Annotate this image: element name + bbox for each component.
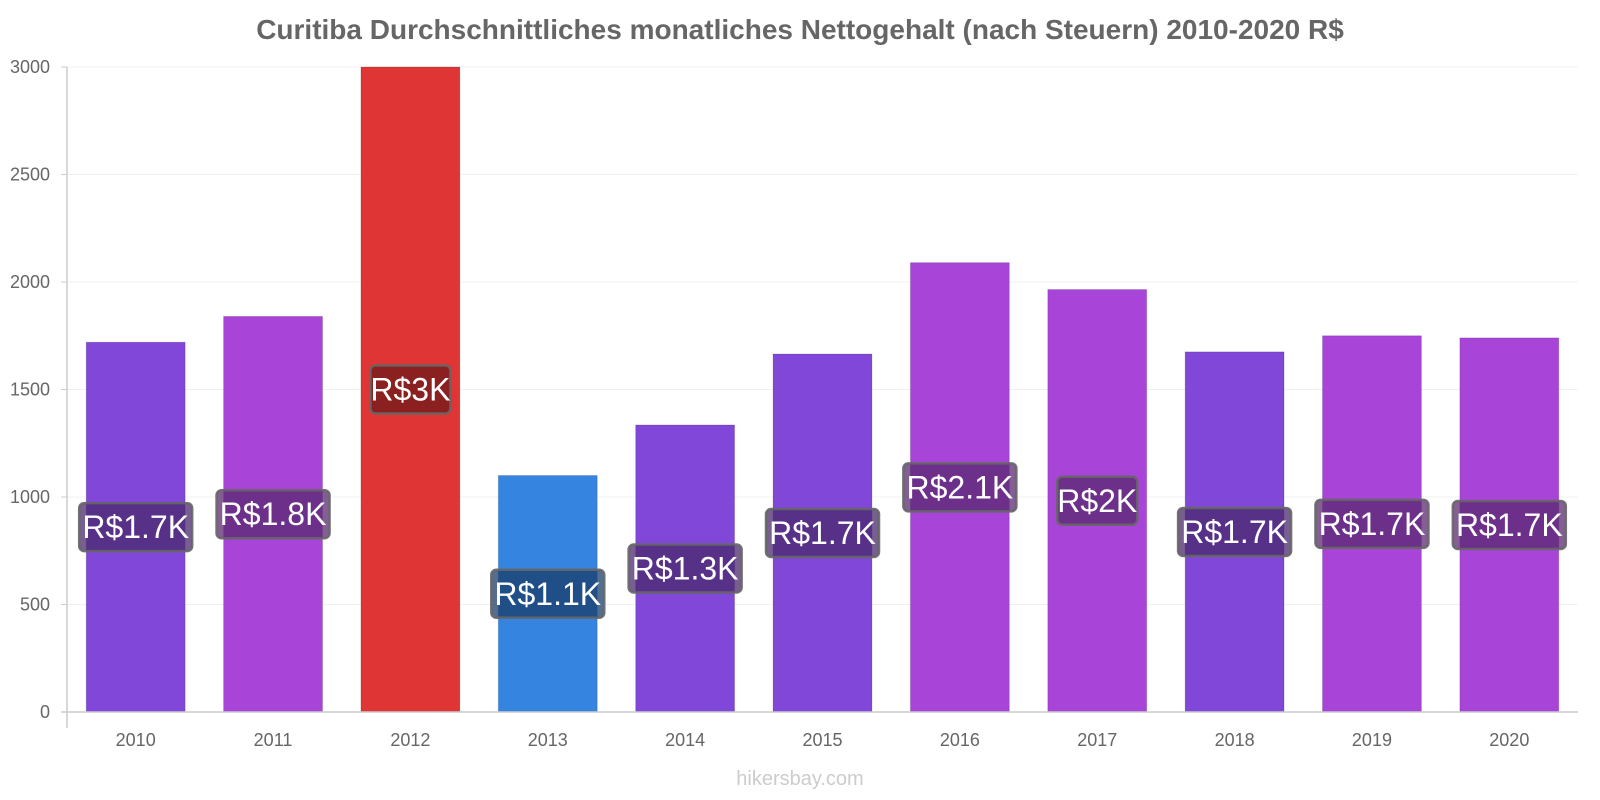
y-tick-label: 1000 [10,487,50,507]
y-tick-label: 0 [40,702,50,722]
x-tick-label: 2010 [116,730,156,750]
x-tick-label: 2017 [1077,730,1117,750]
x-tick-label: 2011 [254,730,293,750]
x-tick-label: 2019 [1352,730,1392,750]
data-label: R$2.1K [906,469,1013,505]
data-label: R$1.7K [82,509,189,545]
data-label-box [627,543,743,594]
x-tick-label: 2013 [528,730,568,750]
data-label: R$1.7K [1456,507,1563,543]
data-label-box [490,568,606,619]
data-label: R$1.7K [1319,506,1426,542]
data-label-box [77,501,194,553]
chart-title: Curitiba Durchschnittliches monatliches … [256,14,1344,45]
data-label: R$1.7K [1181,514,1288,550]
data-label-box [1176,506,1293,558]
x-tick-label: 2018 [1215,730,1255,750]
y-tick-label: 1500 [10,380,50,400]
data-label: R$1.1K [494,576,601,612]
x-tick-label: 2020 [1489,730,1529,750]
data-label: R$3K [370,372,450,408]
y-tick-label: 2500 [10,165,50,185]
y-tick-label: 2000 [10,272,50,292]
data-label-box [1314,498,1430,550]
y-tick-label: 3000 [10,57,50,77]
watermark: hikersbay.com [736,768,864,790]
data-label-box [215,488,331,540]
data-label-box [902,462,1018,513]
data-label-box [764,507,881,559]
data-label-box [1055,475,1139,527]
data-label: R$1.7K [769,515,876,551]
data-label: R$1.8K [220,496,327,532]
x-tick-label: 2015 [802,730,842,750]
data-label: R$2K [1057,483,1137,519]
x-tick-label: 2012 [390,730,430,750]
y-tick-label: 500 [20,595,50,615]
x-tick-label: 2016 [940,730,980,750]
data-label-box [1451,499,1568,551]
x-tick-label: 2014 [665,730,705,750]
data-label: R$1.3K [632,550,739,586]
data-label-box [369,364,452,415]
